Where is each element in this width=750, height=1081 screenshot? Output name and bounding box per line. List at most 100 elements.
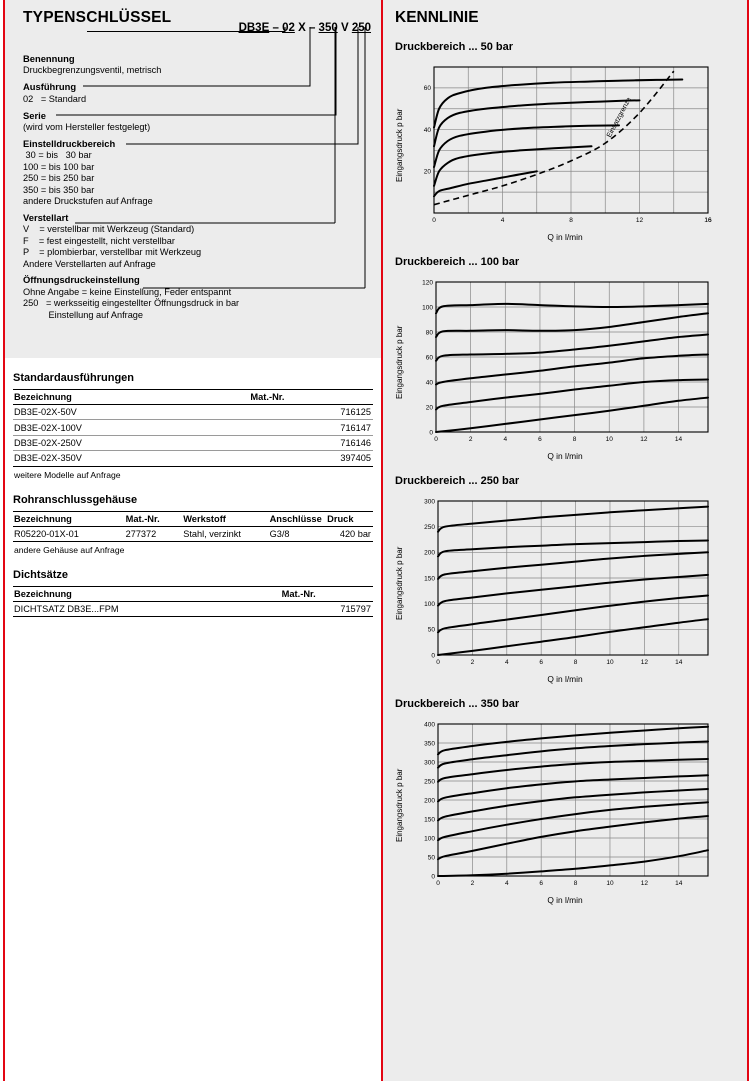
chart-curve (437, 740, 709, 769)
chart-xlabel-50bar: Q in l/min (547, 232, 583, 242)
svg-text:150: 150 (424, 816, 435, 823)
chart-plot-250bar: 0 50 100 150 200 250 300 0 2 4 6 8 10 12 14 (406, 493, 737, 673)
seals-table: Bezeichnung Mat.-Nr. DICHTSATZ DB3E...FP… (13, 585, 373, 618)
svg-text:16: 16 (704, 217, 712, 224)
group-row: P = plombierbar, verstellbar mit Werkzeu… (23, 247, 202, 258)
svg-text:200: 200 (424, 550, 435, 557)
type-code: DB3E – 02 X – 350 V 250 (239, 22, 371, 34)
group-row: 250 = werksseitig eingestellter Öffnungs… (23, 298, 240, 309)
chart-xlabel-100bar: Q in l/min (547, 451, 583, 461)
group-row: Ohne Angabe = keine Einstellung, Feder e… (23, 286, 232, 297)
table-header-row: Bezeichnung Mat.-Nr. Werkstoff Anschlüss… (13, 510, 373, 527)
svg-text:40: 40 (426, 379, 434, 386)
chart-ylabel-50bar: Eingangsdruck p bar (395, 108, 404, 182)
group-row: V = verstellbar mit Werkzeug (Standard) (23, 224, 195, 235)
group-row: 30 = bis 30 bar (23, 150, 92, 161)
chart-curve (437, 573, 709, 607)
code-part-version: 02 (282, 22, 295, 34)
cell-matnr: 716146 (249, 435, 373, 452)
svg-text:20: 20 (424, 169, 432, 176)
chart-curve (435, 378, 709, 411)
chart-curve (437, 758, 709, 783)
cell-matnr: 715797 (280, 601, 373, 618)
cell-bezeichnung: DB3E-02X-50V (13, 404, 250, 421)
chart-svg: 0 50 100 150 200 250 300 0 2 4 6 8 10 12 14 (424, 498, 709, 666)
group-head-verstellart: Verstellart (23, 211, 69, 223)
chart-curve (437, 505, 709, 533)
type-key-block: TYPENSCHLÜSSEL DB3E – 02 X – 350 V 250 (5, 0, 381, 358)
svg-text:100: 100 (422, 304, 433, 311)
chart-curve (437, 815, 709, 861)
chart-curve (435, 312, 709, 338)
chart-plot-350bar: 0 50 100 150 200 250 300 350 400 0 2 4 6 8 10 12 14 (406, 716, 737, 894)
svg-text:80: 80 (426, 329, 434, 336)
svg-text:4: 4 (501, 217, 505, 224)
chart-curve (437, 551, 709, 580)
cell-bezeichnung: DICHTSATZ DB3E...FPM (13, 601, 281, 618)
svg-text:0: 0 (431, 873, 435, 880)
chart-curve (433, 78, 684, 129)
svg-text:8: 8 (574, 659, 578, 666)
chart-block-250bar: Druckbereich ... 250 bar Eingangsdruck p… (393, 475, 737, 684)
col-matnr: Mat.-Nr. (124, 510, 183, 527)
group-row: 02 = Standard (23, 93, 87, 104)
chart-svg: 0 20 40 60 80 100 120 0 2 4 6 8 10 12 14 (422, 279, 709, 443)
cell-matnr: 716125 (249, 404, 373, 421)
chart-title-50bar: Druckbereich ... 50 bar (395, 41, 513, 53)
type-key-legend: Benennung Druckbegrenzungsventil, metris… (23, 53, 373, 321)
group-row: Druckbegrenzungsventil, metrisch (23, 65, 162, 76)
group-head-benennung: Benennung (23, 53, 75, 64)
svg-text:120: 120 (422, 279, 433, 286)
code-part-setting: 250 (351, 22, 371, 34)
chart-xlabel-350bar: Q in l/min (547, 895, 583, 905)
chart-title-350bar: Druckbereich ... 350 bar (395, 698, 520, 710)
table-row: DB3E-02X-250V 716146 (13, 435, 373, 452)
svg-text:4: 4 (503, 436, 507, 443)
code-part-adjust: V (340, 22, 349, 34)
group-head-serie: Serie (23, 109, 46, 121)
cell-anschluesse: G3/8 (268, 526, 327, 542)
code-part-x: X (298, 22, 306, 34)
group-row: 250 = bis 250 bar (23, 173, 95, 184)
center-red-rule (381, 0, 383, 1081)
right-red-rule (747, 0, 749, 1081)
svg-text:350: 350 (424, 740, 435, 747)
svg-text:6: 6 (539, 659, 543, 666)
standard-versions-section: Standardausführungen Bezeichnung Mat.-Nr… (13, 372, 373, 480)
standard-note: weitere Modelle auf Anfrage (14, 469, 121, 480)
chart-title-100bar: Druckbereich ... 100 bar (395, 256, 520, 268)
svg-text:12: 12 (641, 880, 649, 887)
svg-text:20: 20 (426, 404, 434, 411)
svg-text:100: 100 (424, 601, 435, 608)
chart-block-350bar: Druckbereich ... 350 bar Eingangsdruck p… (393, 698, 737, 905)
chart-curve (437, 801, 709, 842)
cell-matnr: 277372 (124, 526, 183, 542)
table-header-row: Bezeichnung Mat.-Nr. (13, 585, 373, 602)
left-red-rule (3, 0, 5, 1081)
svg-text:50: 50 (428, 854, 436, 861)
table-header-row: Bezeichnung Mat.-Nr. (13, 389, 373, 405)
housing-note: andere Gehäuse auf Anfrage (14, 544, 125, 555)
group-row: Andere Verstellarten auf Anfrage (23, 258, 156, 269)
chart-curve (437, 594, 709, 634)
chart-curve (437, 788, 709, 822)
group-row: andere Druckstufen auf Anfrage (23, 195, 153, 206)
svg-text:300: 300 (424, 759, 435, 766)
svg-text:6: 6 (539, 880, 543, 887)
chart-svg: 0 50 100 150 200 250 300 350 400 0 2 4 6 8 10 12 14 (424, 721, 709, 887)
chart-curve (437, 725, 709, 756)
svg-text:150: 150 (424, 575, 435, 582)
svg-text:0: 0 (434, 436, 438, 443)
seals-section: Dichtsätze Bezeichnung Mat.-Nr. DICHTSAT… (13, 569, 373, 618)
code-dash-1: – (272, 22, 279, 34)
group-row: (wird vom Hersteller festgelegt) (23, 122, 151, 133)
page-title-typenschluessel: TYPENSCHLÜSSEL (23, 9, 172, 26)
svg-text:50: 50 (428, 627, 436, 634)
svg-text:8: 8 (573, 436, 577, 443)
svg-text:12: 12 (641, 659, 649, 666)
svg-text:0: 0 (429, 429, 433, 436)
chart-curve (435, 333, 709, 362)
housing-section: Rohranschlussgehäuse Bezeichnung Mat.-Nr… (13, 494, 373, 555)
standard-versions-table: Bezeichnung Mat.-Nr. DB3E-02X-50V 716125… (13, 389, 373, 467)
